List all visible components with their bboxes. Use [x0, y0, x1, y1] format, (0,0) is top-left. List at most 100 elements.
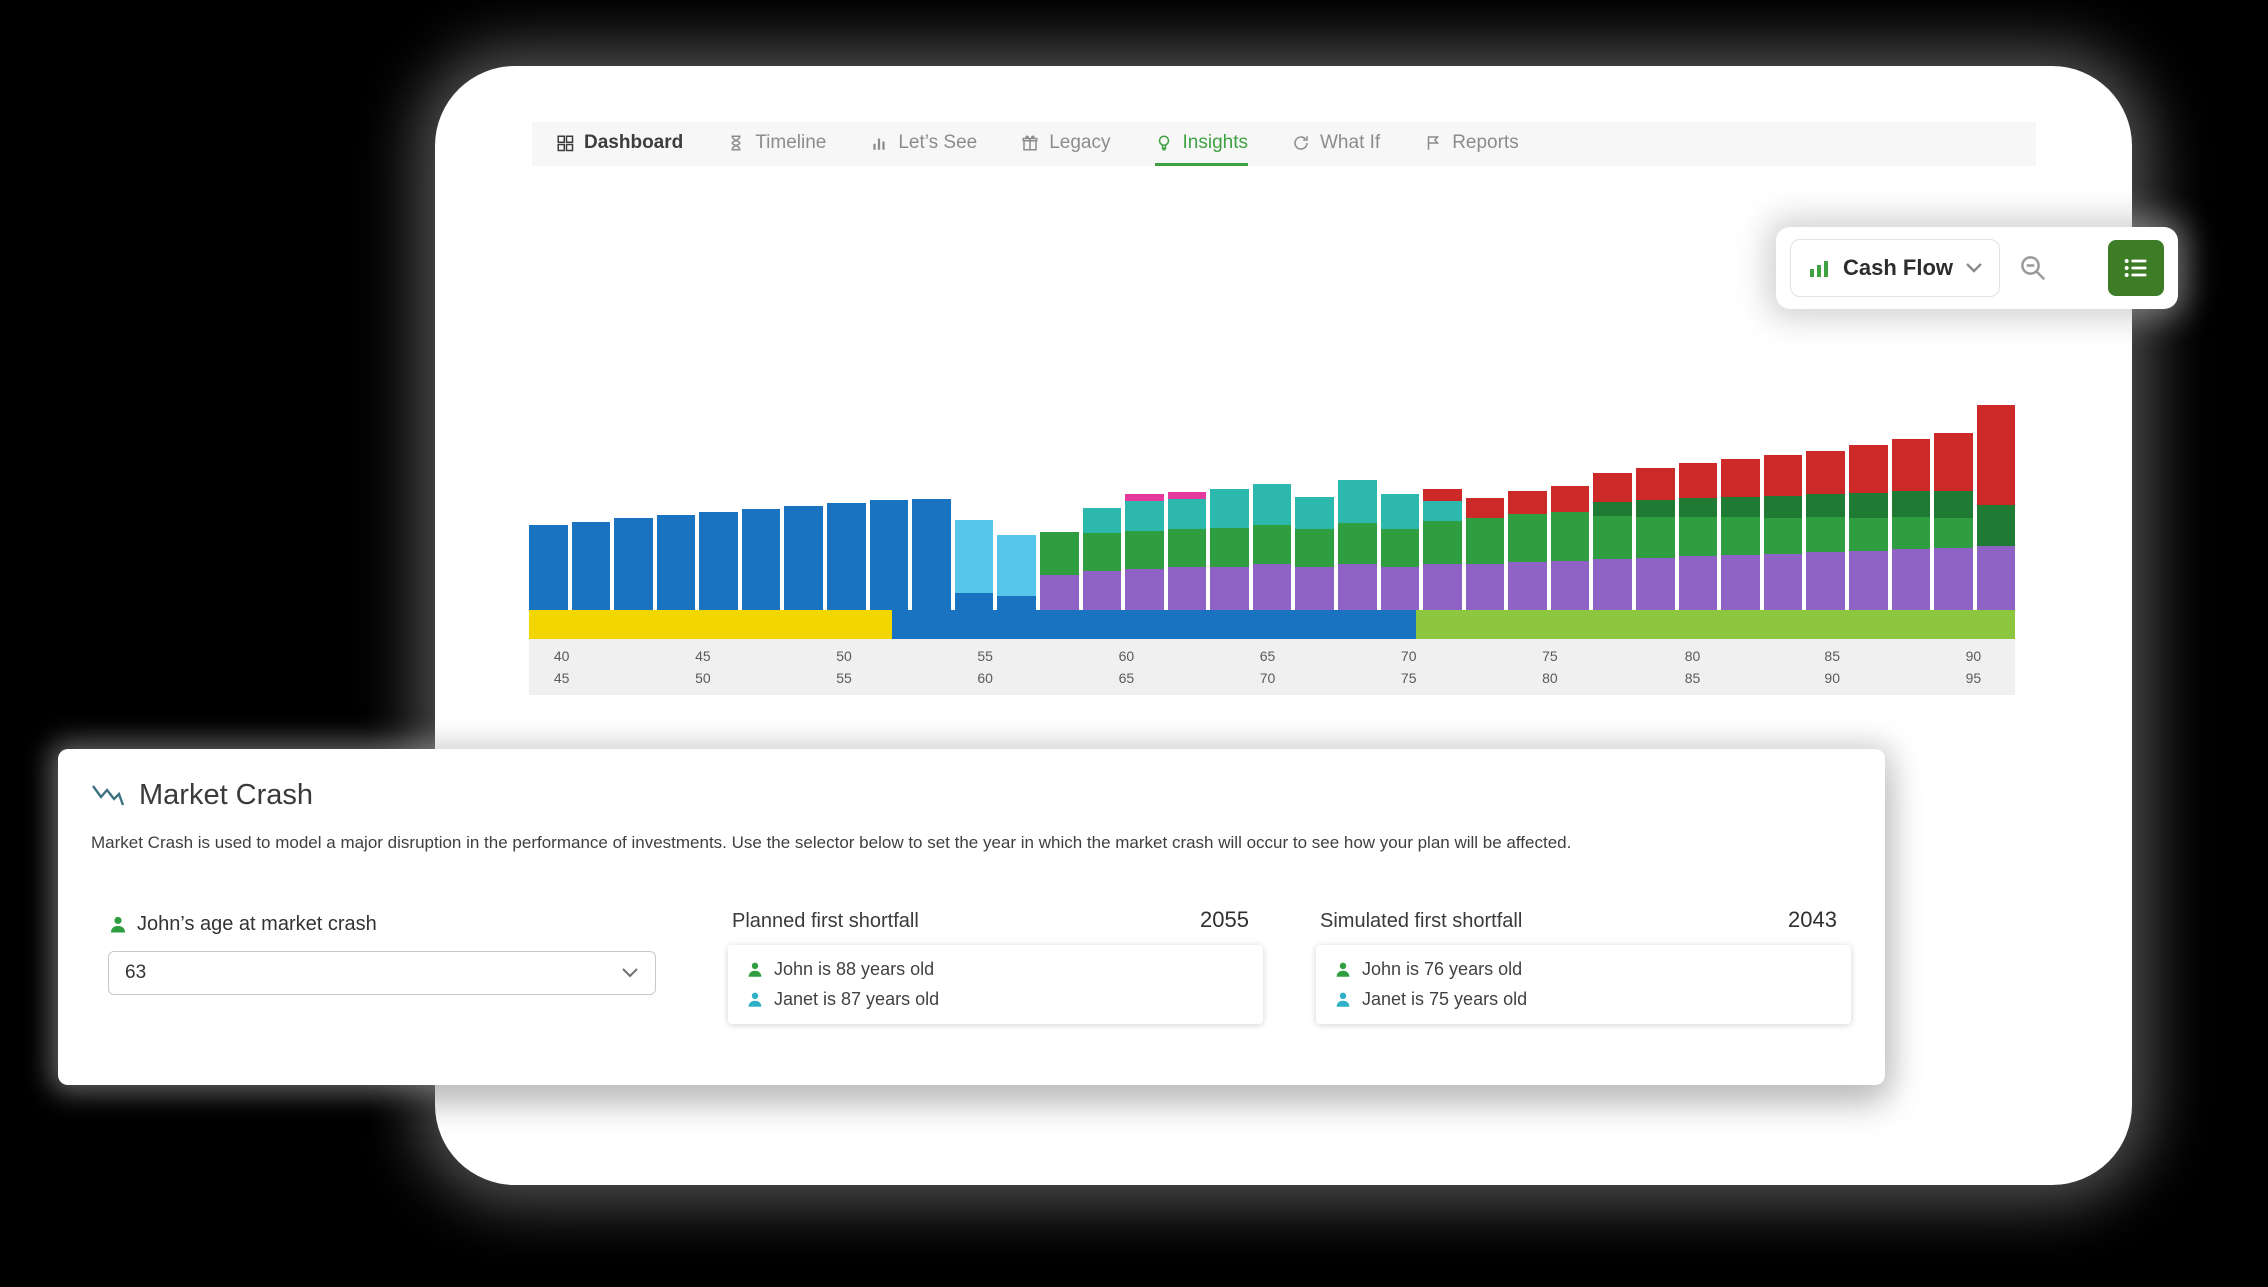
bar-segment-green [1337, 523, 1377, 564]
chart-bar[interactable] [1848, 445, 1888, 610]
chart-bar[interactable] [1763, 455, 1803, 610]
tab-legacy[interactable]: Legacy [1021, 122, 1111, 166]
tab-dashboard[interactable]: Dashboard [556, 122, 683, 166]
bar-segment-red [1423, 489, 1462, 501]
list-icon [2124, 259, 2147, 277]
shortfall-row-text: John is 76 years old [1362, 959, 1523, 979]
bar-segment-teal [1423, 501, 1462, 521]
axis-tick: 55 60 [977, 648, 993, 686]
chart-bar[interactable] [699, 512, 738, 610]
bar-segment-darkgreen [1763, 496, 1803, 518]
bar-segment-blue [741, 509, 781, 610]
chart-bar[interactable] [1721, 459, 1760, 610]
chart-bar[interactable] [741, 509, 781, 610]
chart-bar[interactable] [1252, 484, 1292, 610]
bar-segment-purple [1465, 564, 1505, 610]
market-crash-title: Market Crash [139, 779, 314, 811]
hourglass-icon [731, 135, 741, 150]
chart-bar[interactable] [1678, 463, 1718, 610]
chart-bar[interactable] [827, 503, 866, 610]
chart-bar[interactable] [656, 515, 696, 610]
chart-bar[interactable] [1976, 405, 2016, 610]
chart-bar[interactable] [1593, 473, 1633, 610]
chart-bar[interactable] [1423, 489, 1462, 610]
planned-shortfall-label: Planned first shortfall [732, 910, 919, 932]
tab-lets-see[interactable]: Let’s See [870, 122, 977, 166]
bar-segment-purple [1721, 555, 1760, 610]
chart-bar[interactable] [1934, 433, 1973, 610]
chart-bar[interactable] [912, 499, 951, 610]
bar-segment-purple [1508, 562, 1547, 610]
chart-bar[interactable] [869, 500, 909, 610]
bar-segment-green [1295, 529, 1334, 567]
simulated-shortfall-year: 2043 [1788, 907, 1837, 932]
bar-segment-red [1593, 473, 1633, 502]
bar-segment-darkgreen [1636, 500, 1675, 517]
bar-segment-blue [954, 593, 994, 610]
chart-type-selector[interactable]: Cash Flow [1790, 239, 2001, 297]
bar-segment-green [1678, 517, 1718, 556]
chart-bar[interactable] [571, 522, 611, 610]
chart-bar[interactable] [1167, 492, 1207, 610]
bar-segment-darkgreen [1891, 491, 1931, 517]
bar-segment-teal [1082, 508, 1122, 533]
list-item: John is 76 years old [1334, 959, 1833, 980]
tab-timeline[interactable]: Timeline [727, 122, 826, 166]
tab-reports[interactable]: Reports [1424, 122, 1519, 166]
tab-insights[interactable]: Insights [1154, 122, 1248, 166]
chart-bar[interactable] [1082, 508, 1122, 610]
bar-segment-blue [827, 503, 866, 610]
chart-bar[interactable] [1295, 497, 1334, 610]
bar-segment-darkgreen [1934, 491, 1973, 518]
axis-tick: 50 55 [836, 648, 852, 686]
chart-bar[interactable] [1465, 498, 1505, 610]
bar-segment-green [1465, 518, 1505, 564]
chart-bar[interactable] [1039, 532, 1079, 610]
chart-bar[interactable] [1210, 489, 1249, 610]
simulated-shortfall-panel: Simulated first shortfall 2043 John is 7… [1316, 907, 1851, 1024]
bar-segment-red [1806, 451, 1845, 494]
chart-bar[interactable] [784, 506, 824, 610]
chart-bar[interactable] [1550, 486, 1590, 610]
chart-bar[interactable] [954, 520, 994, 610]
magnifier-minus-icon [2021, 256, 2046, 281]
refresh-circle-icon [1294, 135, 1308, 150]
bar-segment-purple [1891, 549, 1931, 610]
bar-segment-red [1465, 498, 1505, 518]
chart-bar[interactable] [1337, 480, 1377, 610]
chart-bar[interactable] [1806, 451, 1845, 610]
tab-label: Let’s See [898, 131, 978, 153]
chart-bar[interactable] [1125, 494, 1164, 610]
chart-bar[interactable] [1508, 491, 1547, 610]
bar-segment-teal [1210, 489, 1249, 528]
chart-bar[interactable] [529, 525, 568, 610]
bar-segment-purple [1210, 567, 1249, 610]
age-select-value: 63 [125, 962, 147, 983]
bar-segment-blue [699, 512, 738, 610]
chart-x-axis: 40 45 45 50 50 55 55 60 60 65 65 70 70 75 75 80 80 85 85 90… [529, 639, 2015, 695]
chart-bar[interactable] [614, 518, 653, 610]
legend-list-button[interactable] [2108, 240, 2164, 296]
chart-bar[interactable] [1891, 439, 1931, 610]
axis-tick: 85 90 [1824, 648, 1841, 686]
tab-what-if[interactable]: What If [1292, 122, 1380, 166]
market-crash-header: Market Crash [91, 779, 313, 812]
simulated-shortfall-detail: John is 76 years old Janet is 75 years o… [1316, 945, 1851, 1024]
bar-segment-pink [1167, 492, 1207, 499]
tab-label: Insights [1182, 131, 1248, 153]
chart-bar[interactable] [1636, 468, 1675, 610]
bar-segment-purple [1125, 569, 1164, 610]
age-select[interactable]: 63 [108, 951, 656, 995]
bar-segment-green [1593, 516, 1633, 559]
planned-shortfall-detail: John is 88 years old Janet is 87 years o… [728, 945, 1263, 1024]
chart-bar[interactable] [1380, 494, 1420, 610]
bar-segment-green [1721, 517, 1760, 555]
lightbulb-icon [1158, 135, 1169, 150]
person-icon [748, 992, 762, 1007]
bar-segment-purple [1252, 564, 1292, 610]
bar-segment-darkgreen [1976, 505, 2016, 546]
chart-bar[interactable] [997, 535, 1036, 610]
zoom-out-button[interactable] [2018, 253, 2048, 283]
person-icon [1336, 962, 1350, 977]
bar-segment-green [1806, 517, 1845, 552]
